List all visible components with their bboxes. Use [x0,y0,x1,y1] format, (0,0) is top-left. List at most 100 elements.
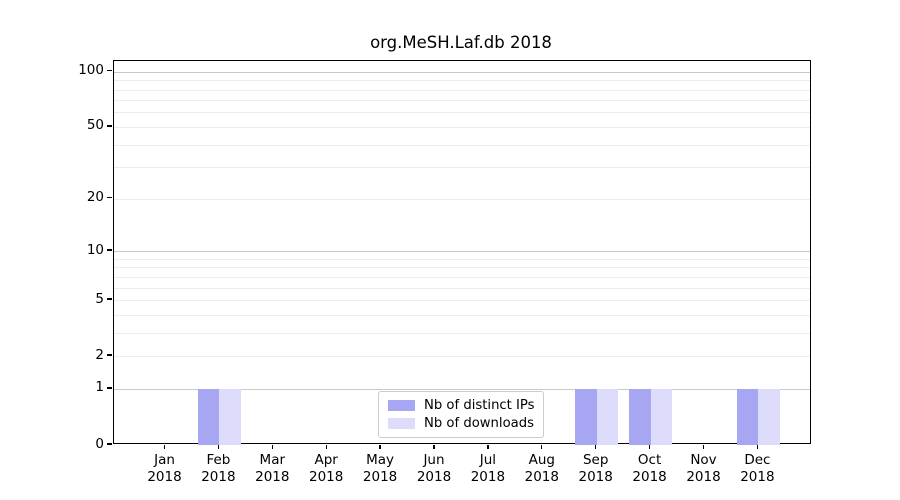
legend-swatch-distinct-ips [388,399,415,411]
gridline-minor [113,258,810,260]
legend-label-distinct-ips: Nb of distinct IPs [424,397,535,413]
x-tick-label-year: 2018 [416,468,452,485]
x-tick-mark [756,444,759,449]
bar-downloads-dec [758,388,780,445]
x-tick-label-year: 2018 [147,468,182,485]
bar-distinct-ips-feb [197,388,220,445]
x-tick-label: Nov 2018 [676,452,732,485]
gridline-minor [113,314,810,316]
x-tick-label-month: Jun [423,452,445,468]
gridline-minor [113,112,810,114]
x-tick-mark [217,444,220,449]
x-tick-label-year: 2018 [309,468,344,485]
gridline-major [113,251,810,253]
legend-item-downloads: Nb of downloads [388,416,534,431]
y-tick-label: 100 [78,62,104,79]
x-tick-label-month: Sep [582,452,609,468]
y-tick-mark [107,354,112,356]
legend-item-distinct-ips: Nb of distinct IPs [388,397,535,413]
x-tick-label-year: 2018 [362,468,398,485]
x-tick-label: Jan 2018 [137,452,193,485]
gridline-minor [113,144,810,146]
y-tick-mark [107,249,112,251]
x-tick-label-year: 2018 [740,468,775,485]
y-tick-label: 0 [95,435,104,452]
x-tick-label-month: Apr [314,452,338,468]
gridline-minor [113,89,810,91]
x-tick-label-month: Aug [528,452,555,468]
x-tick-label: Feb 2018 [190,452,246,485]
x-tick-label-month: Dec [744,452,771,468]
x-tick-label-year: 2018 [632,468,667,485]
x-tick-mark [541,444,543,449]
y-tick-mark [107,125,112,127]
bar-distinct-ips-oct [629,388,651,445]
x-tick-label-month: Feb [206,452,231,468]
x-tick-label-month: Jul [479,452,497,468]
x-tick-label-year: 2018 [255,468,290,485]
y-tick-label: 2 [95,346,104,363]
x-tick-label-month: Nov [690,452,717,468]
x-tick-mark [379,444,381,449]
y-tick-mark [107,298,112,300]
x-tick-mark [163,444,166,449]
x-tick-mark [487,444,489,449]
gridline-major [113,71,810,73]
y-tick-mark [107,387,112,389]
x-tick-label-year: 2018 [524,468,559,485]
gridline-minor [113,267,810,269]
x-tick-label: Jun 2018 [406,452,462,485]
bar-downloads-sep [596,388,619,445]
gridline-minor [113,198,810,200]
gridline-minor [113,167,810,169]
plot-area [112,59,811,445]
chart-title: org.MeSH.Laf.db 2018 [370,33,552,52]
x-tick-label-month: Mar [259,452,286,468]
y-tick-mark [107,197,112,199]
gridline-minor [113,80,810,82]
gridline-minor [113,126,810,128]
x-tick-label-month: Jan [154,452,175,468]
x-tick-label: May 2018 [352,452,408,485]
x-tick-label-year: 2018 [201,468,236,485]
y-tick-label: 10 [86,241,104,258]
y-tick-label: 1 [95,379,104,396]
y-tick-label: 20 [86,189,104,206]
bar-distinct-ips-dec [736,388,759,445]
x-tick-mark [702,444,705,449]
legend-swatch-downloads [388,418,415,430]
gridline-major [113,388,810,390]
legend: Nb of distinct IPs Nb of downloads [378,391,544,438]
x-tick-label-year: 2018 [686,468,721,485]
x-tick-label: Aug 2018 [514,452,570,485]
x-tick-label-month: Oct [637,452,662,468]
x-tick-label-year: 2018 [470,468,506,485]
x-tick-label: Mar 2018 [244,452,300,485]
x-tick-label-month: May [366,452,395,468]
x-tick-label: Dec 2018 [729,452,785,485]
legend-label-downloads: Nb of downloads [424,416,534,432]
y-tick-mark [107,70,112,72]
gridline-minor [113,287,810,289]
x-tick-mark [648,444,651,449]
x-tick-mark [325,444,327,449]
gridline-minor [113,276,810,278]
x-tick-mark [271,444,273,449]
y-tick-label: 5 [95,290,104,307]
y-tick-mark [107,443,112,445]
bar-distinct-ips-sep [575,388,597,445]
gridline-minor [113,332,810,334]
bar-downloads-feb [219,388,241,445]
bar-downloads-oct [650,388,673,445]
x-tick-label: Oct 2018 [622,452,678,485]
gridline-minor [113,356,810,358]
x-tick-mark [433,444,435,449]
x-tick-label: Apr 2018 [298,452,354,485]
gridline-minor [113,100,810,102]
x-tick-mark [595,444,597,449]
x-tick-label-year: 2018 [578,468,613,485]
x-tick-label: Jul 2018 [460,452,516,485]
gridline-minor [113,300,810,302]
x-tick-label: Sep 2018 [568,452,624,485]
